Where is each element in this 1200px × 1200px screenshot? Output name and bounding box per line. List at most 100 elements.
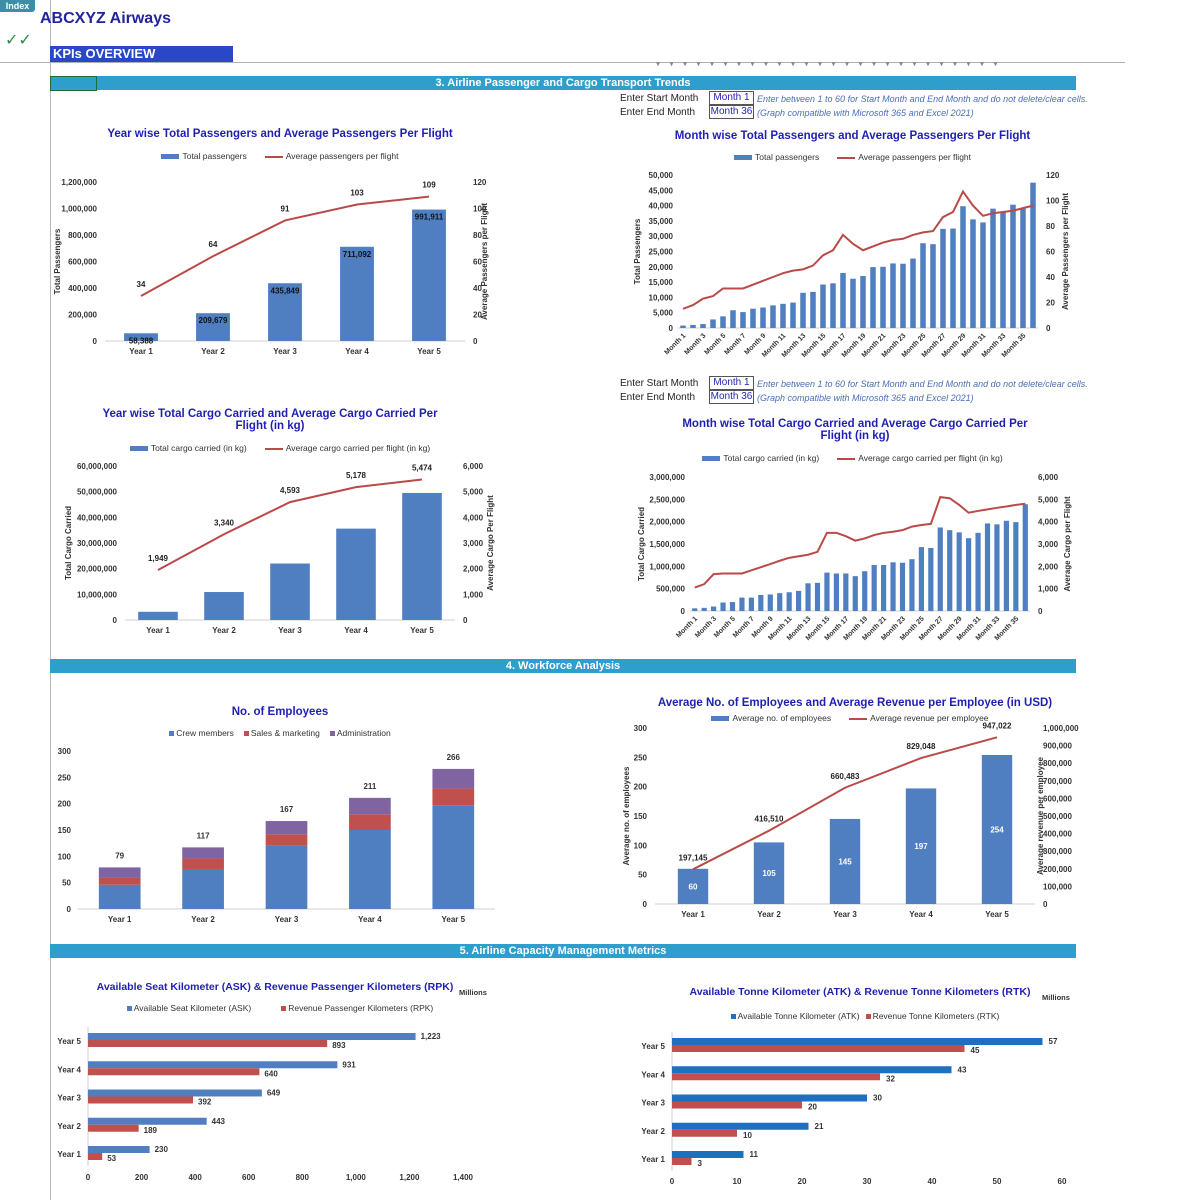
x-tick-label: Month 29 bbox=[941, 332, 968, 359]
line-data-label: 91 bbox=[281, 204, 290, 213]
end-month-input[interactable]: Month 36 bbox=[709, 390, 754, 404]
y-tick-label: 20,000,000 bbox=[77, 565, 118, 574]
bar bbox=[994, 524, 1000, 611]
bar bbox=[820, 284, 826, 328]
y-tick-label: Year 2 bbox=[641, 1127, 665, 1136]
bar bbox=[270, 563, 310, 620]
x-tick-label: Month 35 bbox=[1001, 332, 1028, 359]
bar bbox=[790, 302, 796, 328]
line-data-label: 1,949 bbox=[148, 554, 169, 563]
y2-tick-label: 20 bbox=[473, 311, 482, 320]
bar bbox=[402, 492, 442, 620]
legend-item: Average cargo carried per flight (in kg) bbox=[837, 453, 1003, 463]
y-tick-label: 1,000,000 bbox=[61, 205, 97, 214]
stacked-bar-segment bbox=[98, 884, 141, 909]
line-series bbox=[140, 195, 430, 297]
y-tick-label: 45,000 bbox=[649, 186, 674, 195]
x-tick-label: Month 1 bbox=[663, 332, 687, 356]
chart-title: Year wise Total Passengers and Average P… bbox=[107, 128, 453, 140]
bar bbox=[840, 272, 846, 328]
index-button[interactable]: Index bbox=[0, 0, 35, 12]
bar-data-label: 21 bbox=[815, 1122, 824, 1131]
x-tick-label: Year 2 bbox=[757, 910, 781, 919]
line-data-label: 660,483 bbox=[831, 772, 860, 781]
bar bbox=[1000, 211, 1006, 328]
y2-tick-label: 4,000 bbox=[1038, 518, 1059, 527]
x-tick-label: Month 3 bbox=[694, 615, 718, 639]
bar bbox=[672, 1038, 1043, 1045]
x-tick-label: 0 bbox=[670, 1177, 675, 1186]
x-tick-label: 20 bbox=[798, 1177, 807, 1186]
x-tick-label: Year 2 bbox=[212, 626, 236, 635]
chart-legend: Available Tonne Kilometer (ATK) Revenue … bbox=[665, 1011, 1065, 1021]
y-tick-label: 3,000,000 bbox=[649, 473, 685, 482]
y-tick-label: 100 bbox=[58, 852, 72, 861]
bar bbox=[881, 564, 887, 611]
y-tick-label: 5,000 bbox=[653, 309, 674, 318]
start-month-label: Enter Start Month bbox=[620, 378, 699, 389]
bar bbox=[829, 818, 861, 904]
y2-tick-label: 0 bbox=[463, 616, 468, 625]
bar-data-label: 230 bbox=[155, 1145, 169, 1154]
y-tick-label: 2,000,000 bbox=[649, 518, 685, 527]
x-tick-label: Month 25 bbox=[901, 332, 928, 359]
x-tick-label: Month 5 bbox=[713, 615, 737, 639]
bar bbox=[412, 209, 446, 341]
x-tick-label: Month 11 bbox=[761, 332, 787, 358]
legend-item: Available Seat Kilometer (ASK) bbox=[126, 1003, 251, 1013]
y2-tick-label: 2,000 bbox=[1038, 562, 1059, 571]
stacked-bar-segment bbox=[432, 768, 475, 789]
x-tick-label: 600 bbox=[242, 1173, 256, 1182]
x-tick-label: Year 5 bbox=[410, 626, 434, 635]
y2-axis-title: Average Cargo Per Flight bbox=[486, 495, 495, 591]
x-tick-label: Year 1 bbox=[146, 626, 170, 635]
chart-legend: Total passengers Average passengers per … bbox=[80, 151, 480, 161]
bar bbox=[1013, 522, 1019, 611]
bar bbox=[947, 530, 953, 611]
selected-cell[interactable] bbox=[50, 76, 97, 91]
bar bbox=[796, 590, 802, 611]
x-tick-label: 1,200 bbox=[399, 1173, 420, 1182]
unit-label: Millions bbox=[1042, 993, 1070, 1002]
end-month-label: Enter End Month bbox=[620, 392, 696, 403]
x-tick-label: 10 bbox=[733, 1177, 742, 1186]
legend-item: Sales & marketing bbox=[243, 728, 320, 738]
start-month-input[interactable]: Month 1 bbox=[709, 91, 754, 105]
y2-tick-label: 3,000 bbox=[1038, 540, 1059, 549]
y-tick-label: 200 bbox=[634, 783, 648, 792]
bar bbox=[843, 573, 849, 611]
bar bbox=[760, 307, 766, 328]
chart-legend: Available Seat Kilometer (ASK) Revenue P… bbox=[80, 1003, 480, 1013]
stacked-bar-segment bbox=[265, 834, 308, 846]
y-tick-label: Year 3 bbox=[641, 1099, 665, 1108]
bar bbox=[711, 606, 717, 611]
y-tick-label: 250 bbox=[634, 753, 648, 762]
bar bbox=[710, 319, 716, 328]
bar bbox=[88, 1061, 338, 1069]
bar bbox=[899, 562, 906, 611]
y-tick-label: Year 4 bbox=[641, 1070, 665, 1079]
x-tick-label: Month 5 bbox=[703, 332, 727, 356]
x-tick-label: Year 4 bbox=[358, 915, 382, 924]
stacked-bar-segment bbox=[265, 845, 308, 909]
x-tick-label: 200 bbox=[135, 1173, 149, 1182]
start-month-input[interactable]: Month 1 bbox=[709, 376, 754, 390]
bar bbox=[672, 1158, 692, 1165]
stacked-bar-segment bbox=[182, 847, 224, 859]
x-tick-label: Month 19 bbox=[841, 332, 868, 359]
month-input-note: Enter between 1 to 60 for Start Month an… bbox=[757, 379, 1088, 389]
line-data-label: 5,178 bbox=[346, 471, 367, 480]
section-header-workforce: 4. Workforce Analysis bbox=[50, 659, 1076, 673]
chart-legend: Average no. of employees Average revenue… bbox=[650, 713, 1050, 723]
y-tick-label: 10,000,000 bbox=[77, 590, 118, 599]
x-tick-label: Month 13 bbox=[786, 615, 813, 642]
bar bbox=[336, 528, 376, 620]
bar-data-label: 43 bbox=[958, 1065, 967, 1074]
end-month-input[interactable]: Month 36 bbox=[709, 105, 754, 119]
bar bbox=[672, 1066, 952, 1074]
y2-tick-label: 0 bbox=[1038, 607, 1043, 616]
y-tick-label: 40,000 bbox=[649, 202, 674, 211]
chart-legend: Total passengers Average passengers per … bbox=[650, 152, 1055, 162]
bar bbox=[124, 333, 158, 341]
bar bbox=[767, 594, 773, 611]
